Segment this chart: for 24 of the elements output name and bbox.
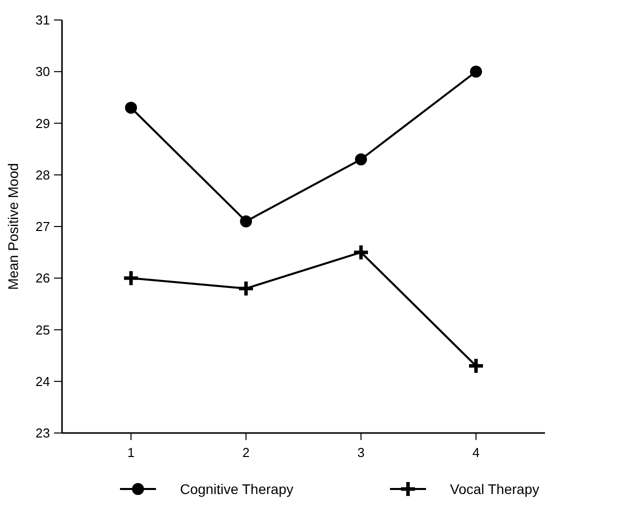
x-tick-label: 4: [472, 445, 480, 460]
legend-label: Vocal Therapy: [450, 480, 540, 497]
x-tick-label: 3: [357, 445, 365, 460]
point: [352, 244, 370, 262]
point: [237, 280, 255, 298]
y-tick-label: 28: [36, 167, 50, 182]
point: [355, 153, 367, 166]
point: [240, 215, 252, 228]
y-axis-title: Mean Positive Mood: [5, 163, 21, 290]
x-tick-label: 2: [242, 445, 250, 460]
y-tick-label: 23: [36, 426, 50, 441]
point: [470, 66, 482, 78]
point: [122, 269, 140, 287]
y-tick-label: 29: [36, 116, 50, 131]
x-tick-label: 1: [127, 445, 135, 460]
y-tick-label: 30: [36, 64, 50, 80]
y-tick-label: 26: [36, 270, 50, 286]
point: [467, 357, 485, 375]
y-tick-label: 27: [36, 219, 50, 234]
legend-label: Cognitive Therapy: [180, 480, 294, 497]
point: [125, 102, 137, 114]
y-tick-label: 31: [36, 12, 50, 28]
y-tick-label: 24: [36, 374, 50, 389]
y-tick-label: 25: [36, 322, 50, 338]
